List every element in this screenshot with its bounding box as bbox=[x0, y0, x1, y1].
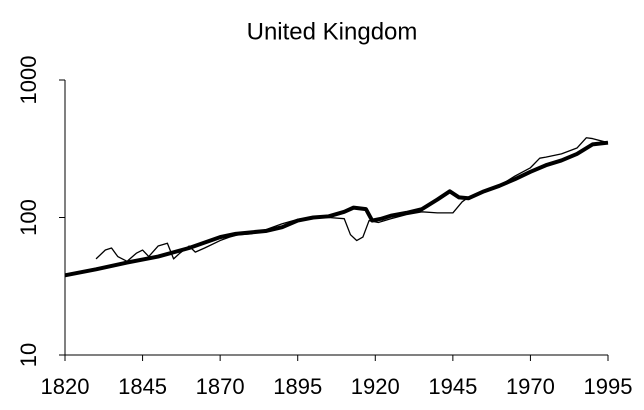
y-tick-label: 10 bbox=[16, 343, 41, 367]
x-tick-label: 1895 bbox=[273, 374, 322, 399]
x-tick-label: 1945 bbox=[428, 374, 477, 399]
x-tick-label: 1995 bbox=[584, 374, 633, 399]
x-tick-label: 1970 bbox=[506, 374, 555, 399]
data-line bbox=[64, 140, 609, 278]
y-tick-label: 100 bbox=[16, 199, 41, 236]
x-tick-label: 1870 bbox=[196, 374, 245, 399]
y-tick-label: 1000 bbox=[16, 56, 41, 105]
x-tick-label: 1920 bbox=[351, 374, 400, 399]
x-tick-label: 1820 bbox=[41, 374, 90, 399]
chart-title: United Kingdom bbox=[247, 18, 418, 45]
x-tick-label: 1845 bbox=[118, 374, 167, 399]
data-line bbox=[95, 137, 609, 262]
